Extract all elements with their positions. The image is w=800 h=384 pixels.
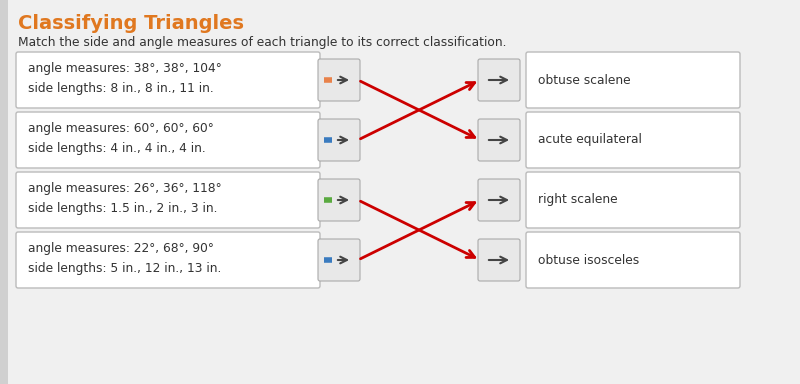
FancyBboxPatch shape — [16, 52, 320, 108]
FancyBboxPatch shape — [526, 172, 740, 228]
Text: side lengths: 5 in., 12 in., 13 in.: side lengths: 5 in., 12 in., 13 in. — [28, 262, 222, 275]
Text: side lengths: 1.5 in., 2 in., 3 in.: side lengths: 1.5 in., 2 in., 3 in. — [28, 202, 218, 215]
FancyBboxPatch shape — [318, 119, 360, 161]
Text: angle measures: 26°, 36°, 118°: angle measures: 26°, 36°, 118° — [28, 182, 222, 195]
Text: angle measures: 60°, 60°, 60°: angle measures: 60°, 60°, 60° — [28, 122, 214, 135]
Text: angle measures: 22°, 68°, 90°: angle measures: 22°, 68°, 90° — [28, 242, 214, 255]
FancyBboxPatch shape — [478, 59, 520, 101]
FancyBboxPatch shape — [526, 52, 740, 108]
Text: obtuse scalene: obtuse scalene — [538, 73, 630, 86]
FancyBboxPatch shape — [478, 119, 520, 161]
Text: right scalene: right scalene — [538, 194, 618, 207]
FancyBboxPatch shape — [478, 239, 520, 281]
FancyBboxPatch shape — [526, 112, 740, 168]
Text: angle measures: 38°, 38°, 104°: angle measures: 38°, 38°, 104° — [28, 62, 222, 75]
FancyBboxPatch shape — [16, 112, 320, 168]
FancyBboxPatch shape — [318, 179, 360, 221]
FancyBboxPatch shape — [8, 0, 800, 384]
FancyBboxPatch shape — [16, 172, 320, 228]
Text: acute equilateral: acute equilateral — [538, 134, 642, 147]
Text: side lengths: 8 in., 8 in., 11 in.: side lengths: 8 in., 8 in., 11 in. — [28, 82, 214, 95]
FancyBboxPatch shape — [526, 232, 740, 288]
FancyBboxPatch shape — [318, 59, 360, 101]
FancyBboxPatch shape — [318, 239, 360, 281]
FancyBboxPatch shape — [16, 232, 320, 288]
Text: Classifying Triangles: Classifying Triangles — [18, 14, 244, 33]
FancyBboxPatch shape — [478, 179, 520, 221]
Text: obtuse isosceles: obtuse isosceles — [538, 253, 639, 266]
Text: side lengths: 4 in., 4 in., 4 in.: side lengths: 4 in., 4 in., 4 in. — [28, 142, 206, 155]
Text: Match the side and angle measures of each triangle to its correct classification: Match the side and angle measures of eac… — [18, 36, 506, 49]
